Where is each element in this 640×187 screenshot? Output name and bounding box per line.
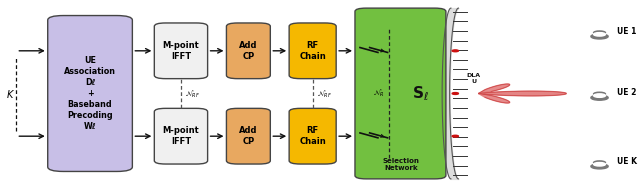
Text: M-point
IFFT: M-point IFFT bbox=[163, 41, 199, 61]
Circle shape bbox=[591, 34, 608, 39]
Circle shape bbox=[452, 135, 458, 137]
FancyBboxPatch shape bbox=[48, 16, 132, 171]
Text: UE 2: UE 2 bbox=[617, 88, 636, 97]
Text: $\mathcal{N}_{RF}$: $\mathcal{N}_{RF}$ bbox=[317, 89, 332, 100]
Text: $K$: $K$ bbox=[6, 88, 15, 99]
Text: Add
CP: Add CP bbox=[239, 41, 258, 61]
Text: $\mathbf{S}_\ell$: $\mathbf{S}_\ell$ bbox=[412, 84, 429, 103]
FancyBboxPatch shape bbox=[355, 8, 446, 179]
Circle shape bbox=[593, 94, 605, 97]
Text: RF
Chain: RF Chain bbox=[300, 41, 326, 61]
Text: DLA
U: DLA U bbox=[467, 73, 481, 84]
FancyBboxPatch shape bbox=[154, 23, 207, 79]
Text: $\mathcal{N}_{R}$: $\mathcal{N}_{R}$ bbox=[373, 88, 385, 99]
FancyBboxPatch shape bbox=[289, 23, 336, 79]
Circle shape bbox=[593, 33, 605, 36]
Polygon shape bbox=[479, 84, 509, 94]
Text: UE
Association
Dℓ
+
Baseband
Precoding
Wℓ: UE Association Dℓ + Baseband Precoding W… bbox=[64, 56, 116, 131]
FancyBboxPatch shape bbox=[227, 23, 270, 79]
Circle shape bbox=[593, 92, 605, 96]
Circle shape bbox=[593, 161, 605, 164]
Text: UE K: UE K bbox=[617, 157, 637, 166]
Polygon shape bbox=[479, 94, 509, 103]
FancyBboxPatch shape bbox=[154, 108, 207, 164]
Circle shape bbox=[452, 93, 458, 94]
Polygon shape bbox=[479, 91, 566, 96]
Circle shape bbox=[593, 31, 605, 34]
Text: RF
Chain: RF Chain bbox=[300, 126, 326, 146]
Text: Add
CP: Add CP bbox=[239, 126, 258, 146]
Text: Selection
Network: Selection Network bbox=[382, 157, 419, 171]
Text: M-point
IFFT: M-point IFFT bbox=[163, 126, 199, 146]
Text: $\mathcal{N}_{RF}$: $\mathcal{N}_{RF}$ bbox=[185, 89, 200, 100]
Text: UE 1: UE 1 bbox=[617, 27, 636, 36]
Circle shape bbox=[591, 95, 608, 100]
Circle shape bbox=[452, 50, 458, 52]
FancyBboxPatch shape bbox=[289, 108, 336, 164]
Circle shape bbox=[593, 163, 605, 166]
Circle shape bbox=[591, 164, 608, 169]
FancyBboxPatch shape bbox=[227, 108, 270, 164]
